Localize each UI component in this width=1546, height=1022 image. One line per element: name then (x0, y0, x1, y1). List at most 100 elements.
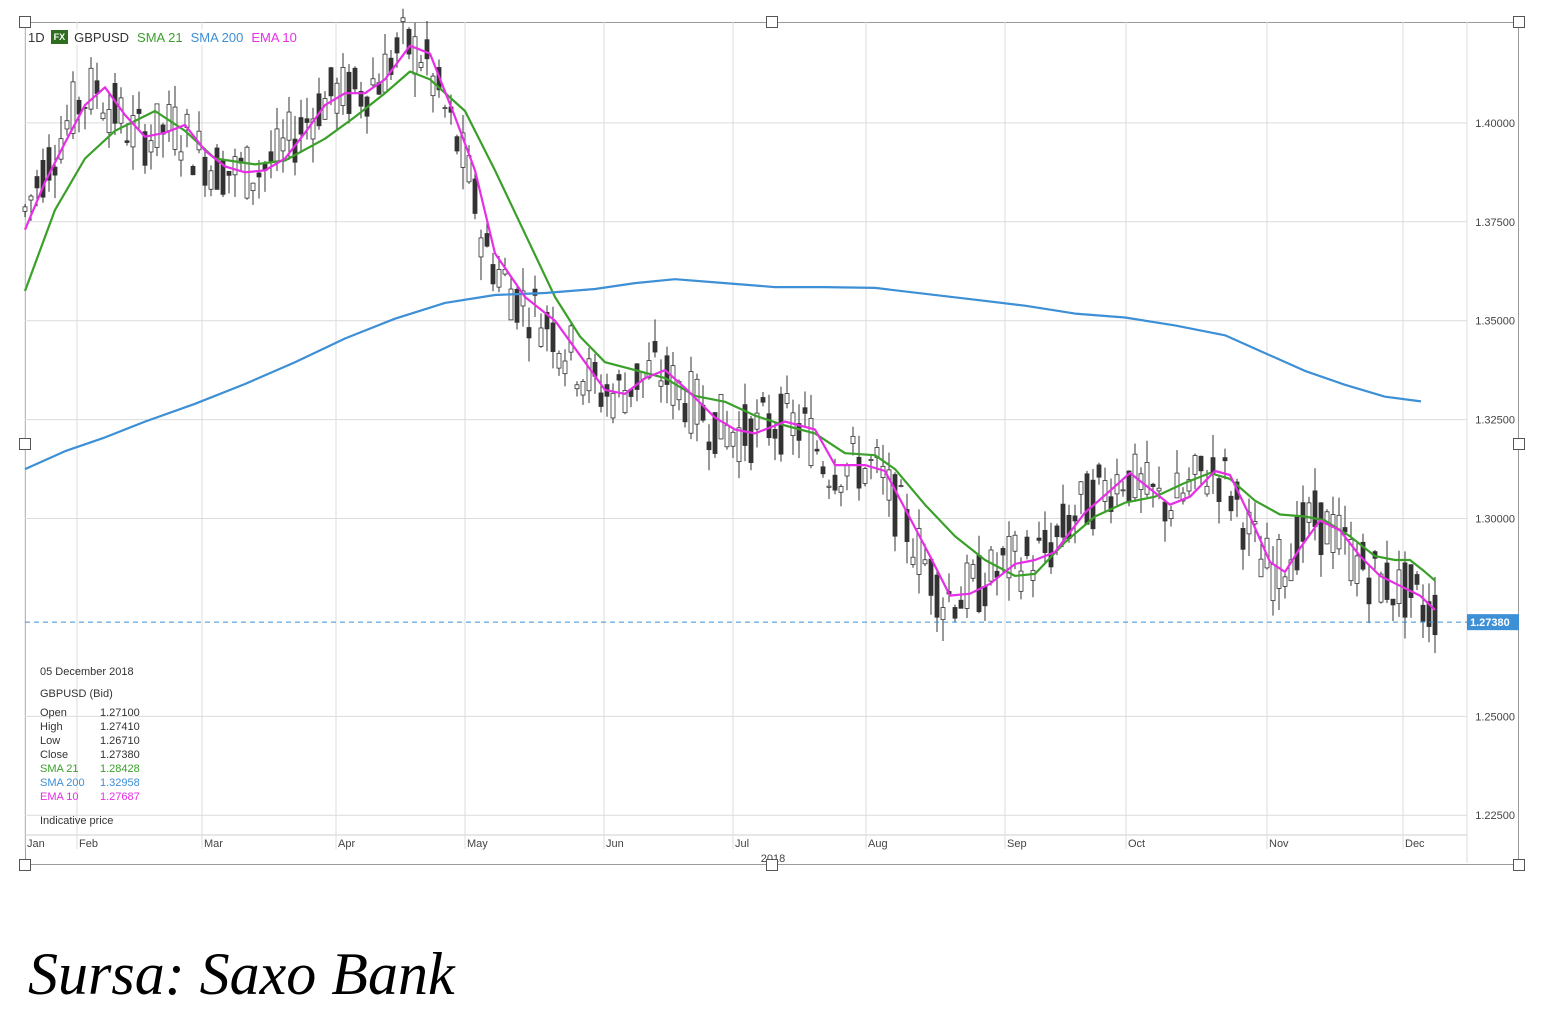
candle-body (646, 360, 652, 379)
candle-body (970, 564, 976, 579)
candle-body (964, 562, 970, 609)
candle-body (382, 53, 388, 93)
candle-body (1432, 594, 1438, 636)
info-row-label: EMA 10 (40, 791, 79, 803)
candle-body (850, 435, 856, 444)
resize-handle-bottom-left[interactable] (19, 859, 31, 871)
candle-body (442, 107, 448, 110)
candle-body (610, 392, 616, 419)
legend-sma200[interactable]: SMA 200 (190, 29, 244, 45)
candle-body (430, 75, 436, 97)
candle-body (742, 404, 748, 446)
x-tick-label: Jul (735, 838, 749, 850)
candle-body (1318, 502, 1324, 556)
info-box: 05 December 2018 GBPUSD (Bid) Open 1.2710… (40, 666, 190, 827)
candle-body (988, 549, 994, 582)
candle-body (178, 151, 184, 161)
candle-body (322, 98, 328, 120)
candle-body (472, 178, 478, 214)
candle-body (1300, 502, 1306, 542)
candle-body (1414, 574, 1420, 585)
chart-overlay: 1.40000 1.37500 1.35000 1.32500 1.30000 1.250… (25, 118, 1519, 865)
legend-ema10[interactable]: EMA 10 (251, 29, 297, 45)
info-row: Low 1.26710 (40, 735, 190, 749)
candle-body (1408, 564, 1414, 598)
candle-body (616, 374, 622, 381)
candle-body (130, 115, 136, 148)
candle-body (658, 380, 664, 387)
candle-body (976, 554, 982, 613)
candle-body (304, 118, 310, 123)
candle-body (1282, 576, 1288, 587)
series-line-sma-200 (24, 278, 1422, 471)
candle-body (370, 78, 376, 86)
candle-body (538, 327, 544, 347)
candle-body (1324, 511, 1330, 545)
candle-body (124, 140, 130, 143)
candle-body (388, 57, 394, 75)
candle-body (232, 156, 238, 176)
candle-body (1060, 503, 1066, 538)
x-tick-label: Nov (1269, 838, 1289, 850)
candle-body (1012, 534, 1018, 552)
candle-body (286, 111, 292, 141)
candle-body (136, 108, 142, 114)
candle-body (652, 341, 658, 353)
candle-body (280, 137, 286, 152)
candle-body (508, 288, 514, 321)
candle-body (1390, 598, 1396, 606)
candle-body (202, 156, 208, 186)
candle-body (898, 485, 904, 487)
candle-body (622, 390, 628, 414)
candle-body (400, 17, 406, 23)
series-line-ema-10 (23, 44, 1436, 611)
candle-body (1102, 480, 1108, 502)
resize-handle-middle-left[interactable] (19, 438, 31, 450)
candle-body (310, 118, 316, 140)
candle-body (478, 237, 484, 258)
y-tick-label: 1.32500 (1475, 415, 1515, 427)
candle-body (46, 147, 52, 181)
candle-body (496, 269, 502, 288)
candle-body (934, 574, 940, 618)
candle-body (772, 429, 778, 439)
info-row-value: 1.28428 (100, 763, 140, 775)
candle-body (868, 459, 874, 461)
price-chart[interactable]: 1.40000 1.37500 1.35000 1.32500 1.30000 1.250… (0, 0, 1546, 900)
resize-handle-top-left[interactable] (19, 16, 31, 28)
candle-body (1078, 481, 1084, 495)
candle-body (1108, 496, 1114, 512)
resize-handle-top-right[interactable] (1513, 16, 1525, 28)
candle-body (838, 486, 844, 493)
candle-body (1330, 514, 1336, 553)
x-tick-label: Oct (1128, 838, 1145, 850)
candle-body (766, 413, 772, 439)
resize-handle-bottom-center[interactable] (766, 859, 778, 871)
candle-body (76, 99, 82, 115)
timeframe-label[interactable]: 1D (28, 29, 45, 45)
candle-body (568, 325, 574, 353)
legend-sma21[interactable]: SMA 21 (137, 29, 183, 45)
x-tick-label: Mar (204, 838, 223, 850)
candle-body (760, 397, 766, 403)
y-tick-label: 1.35000 (1475, 316, 1515, 328)
resize-handle-bottom-right[interactable] (1513, 859, 1525, 871)
candle-body (586, 358, 592, 392)
resize-handle-middle-right[interactable] (1513, 438, 1525, 450)
candle-body (730, 431, 736, 447)
symbol-label[interactable]: GBPUSD (74, 29, 130, 45)
info-row-label: SMA 21 (40, 763, 79, 775)
candle-body (166, 104, 172, 132)
candle-body (736, 427, 742, 463)
candle-body (820, 466, 826, 475)
x-tick-label: Jan (27, 838, 45, 850)
resize-handle-top-center[interactable] (766, 16, 778, 28)
candle-body (1036, 537, 1042, 541)
candle-body (1270, 563, 1276, 602)
chart-grid (24, 22, 1468, 863)
candle-body (706, 441, 712, 451)
candle-body (718, 393, 724, 440)
price-tag-box (1467, 614, 1519, 631)
candle-body (1240, 528, 1246, 550)
candle-body (340, 67, 346, 106)
